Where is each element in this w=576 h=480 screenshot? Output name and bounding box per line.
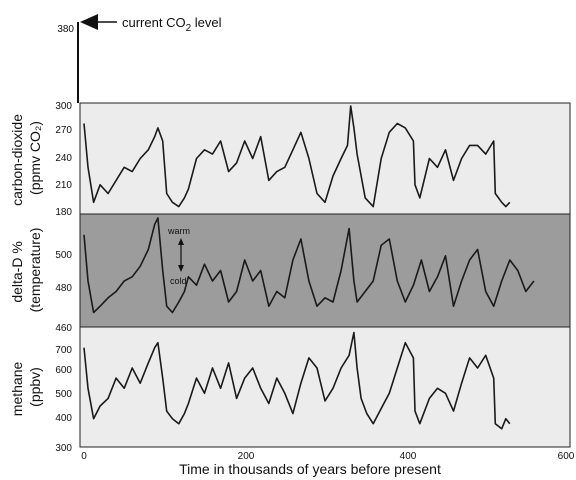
cold-label: cold xyxy=(170,276,187,286)
deltaD-ytick: 460 xyxy=(55,323,72,334)
cold-arrowhead xyxy=(178,265,184,272)
co2-ytick: 210 xyxy=(55,180,72,191)
co2-ytick: 240 xyxy=(55,153,72,164)
x-axis-label: Time in thousands of years before presen… xyxy=(179,461,441,477)
methane-ylabel: methane (ppbv) xyxy=(9,358,43,416)
methane-yticks: 700 600 500 400 300 xyxy=(55,345,72,454)
annotation-text-main: current CO xyxy=(122,15,186,30)
warm-cold-indicator: warm cold xyxy=(167,226,190,286)
deltaD-series-line xyxy=(83,217,535,314)
deltaD-ytick: 500 xyxy=(55,250,72,261)
annotation-text-subscript: 2 xyxy=(186,23,192,34)
methane-series-line xyxy=(83,331,511,430)
methane-ytick: 600 xyxy=(55,365,72,376)
deltaD-panel-background xyxy=(79,213,571,328)
methane-ytick: 500 xyxy=(55,389,72,400)
deltaD-yticks: 500 480 460 xyxy=(55,250,72,334)
x-tick-label: 0 xyxy=(81,451,87,462)
co2-ytick: 180 xyxy=(55,207,72,218)
x-tick-label: 200 xyxy=(238,451,255,462)
co2-ylabel-line1: carbon-dioxide xyxy=(9,114,25,206)
x-axis: 0 200 400 600 Time in thousands of years… xyxy=(81,451,575,477)
deltaD-ylabel-line2: (temperature) xyxy=(27,228,43,313)
current-co2-annotation: 380 current CO2 level xyxy=(57,14,222,103)
co2-ytick: 300 xyxy=(55,101,72,112)
x-tick-label: 600 xyxy=(558,451,575,462)
co2-ylabel: carbon-dioxide (ppmv CO₂) xyxy=(9,110,43,206)
annotation-text: current CO2 level xyxy=(122,15,222,34)
co2-yticks: 300 270 240 210 180 xyxy=(55,101,72,218)
methane-ylabel-line2: (ppbv) xyxy=(27,367,43,407)
annotation-text-suffix: level xyxy=(191,15,221,30)
x-tick-label: 400 xyxy=(400,451,417,462)
methane-ylabel-line1: methane xyxy=(9,361,25,416)
co2-panel-background xyxy=(79,102,571,215)
co2-series-line xyxy=(83,105,511,208)
warm-arrowhead xyxy=(178,238,184,245)
deltaD-ylabel-line1: delta-D % xyxy=(9,241,25,302)
warm-label: warm xyxy=(167,226,190,236)
methane-ytick: 400 xyxy=(55,413,72,424)
deltaD-ylabel: delta-D % (temperature) xyxy=(9,228,43,313)
annotation-value-label: 380 xyxy=(57,24,74,35)
methane-panel-background xyxy=(79,326,571,448)
methane-ytick: 700 xyxy=(55,345,72,356)
deltaD-ytick: 480 xyxy=(55,283,72,294)
methane-ytick: 300 xyxy=(55,443,72,454)
co2-ytick: 270 xyxy=(55,125,72,136)
co2-ylabel-line2: (ppmv CO₂) xyxy=(27,121,43,195)
annotation-arrowhead xyxy=(80,14,98,30)
